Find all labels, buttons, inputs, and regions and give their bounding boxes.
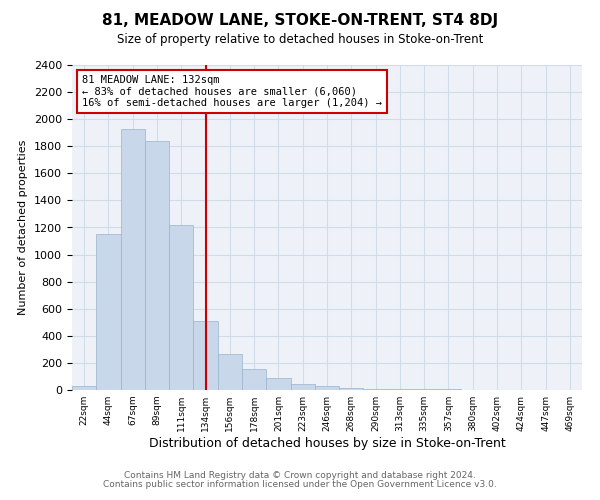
Y-axis label: Number of detached properties: Number of detached properties [19,140,28,315]
Bar [145,141,169,390]
Bar [242,369,266,390]
Text: Contains HM Land Registry data © Crown copyright and database right 2024.: Contains HM Land Registry data © Crown c… [124,471,476,480]
Bar [121,128,145,390]
Bar [218,354,242,390]
Bar [266,378,290,390]
Text: Size of property relative to detached houses in Stoke-on-Trent: Size of property relative to detached ho… [117,32,483,46]
Bar [169,225,193,390]
Bar [388,389,412,390]
Bar [315,386,339,390]
Text: Contains public sector information licensed under the Open Government Licence v3: Contains public sector information licen… [103,480,497,489]
X-axis label: Distribution of detached houses by size in Stoke-on-Trent: Distribution of detached houses by size … [149,437,505,450]
Text: 81, MEADOW LANE, STOKE-ON-TRENT, ST4 8DJ: 81, MEADOW LANE, STOKE-ON-TRENT, ST4 8DJ [102,12,498,28]
Bar [96,234,121,390]
Bar [290,384,315,390]
Bar [193,321,218,390]
Text: 81 MEADOW LANE: 132sqm
← 83% of detached houses are smaller (6,060)
16% of semi-: 81 MEADOW LANE: 132sqm ← 83% of detached… [82,74,382,108]
Bar [364,388,388,390]
Bar [72,386,96,390]
Bar [339,388,364,390]
